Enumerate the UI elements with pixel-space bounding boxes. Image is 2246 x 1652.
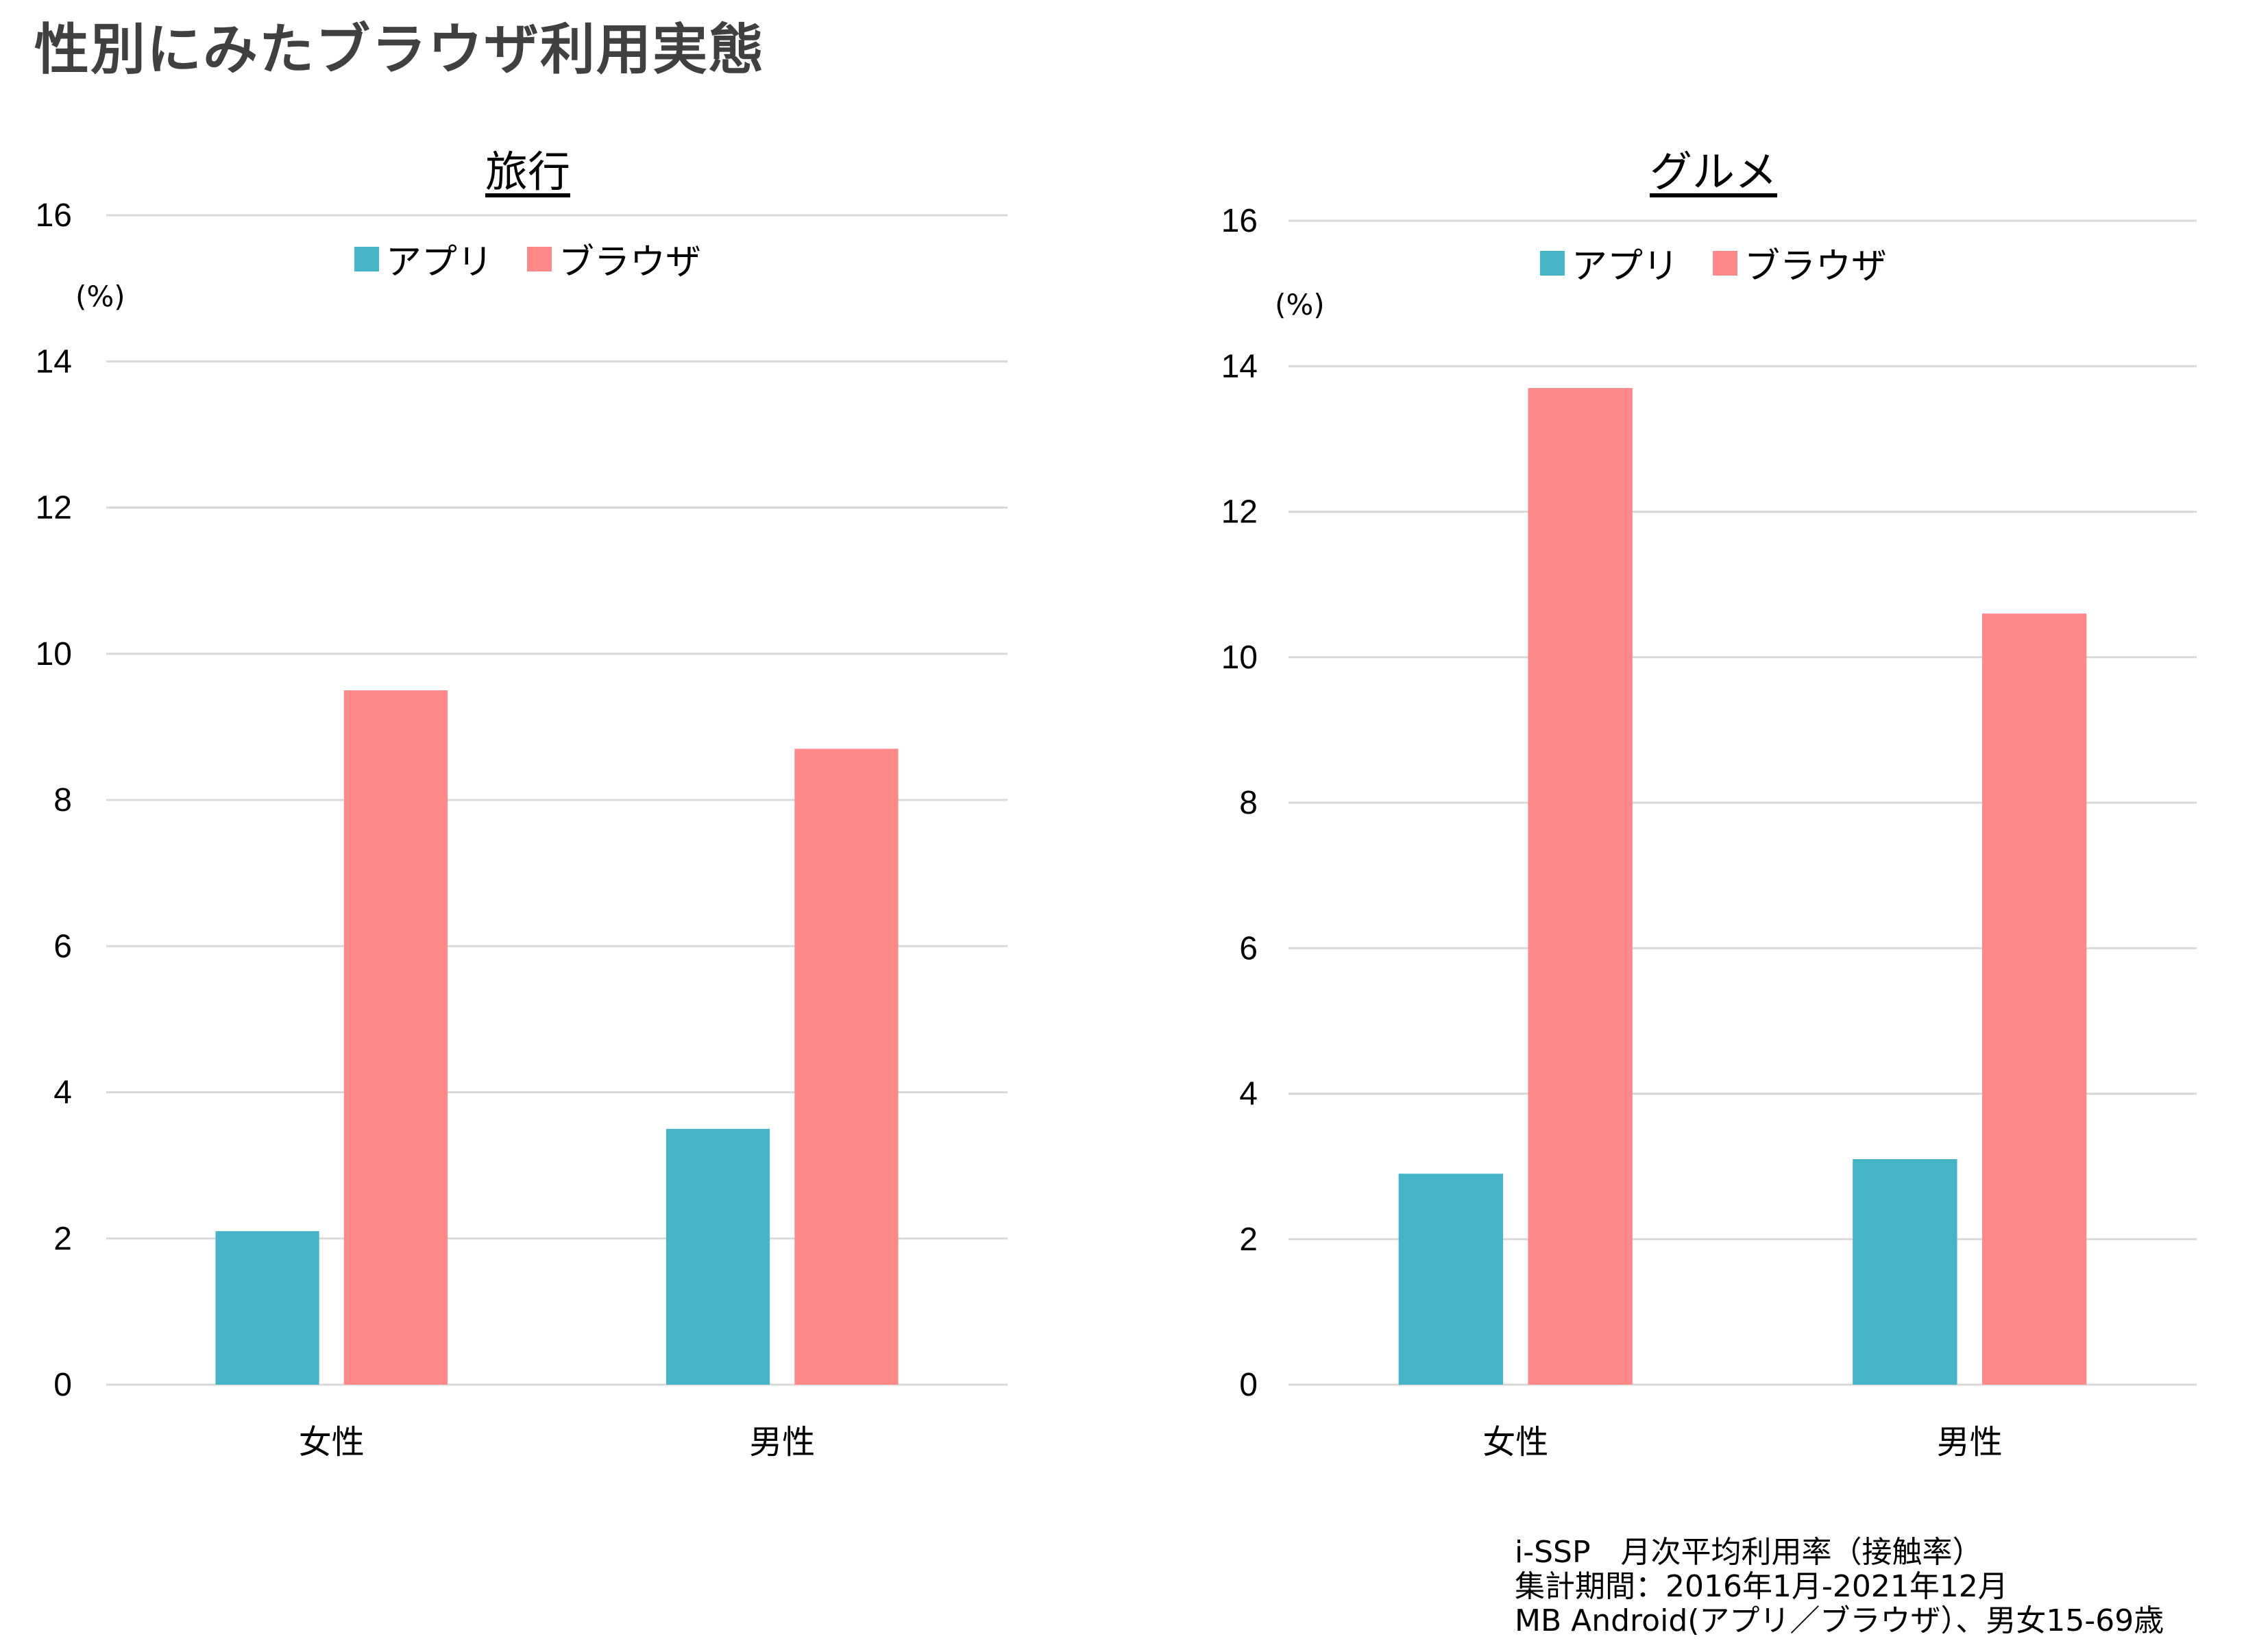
legend-item-app: アプリ	[1539, 237, 1679, 289]
legend-item-browser: ブラウザ	[527, 233, 701, 284]
legend-item-app: アプリ	[354, 233, 493, 284]
y-tick-label: 4	[1239, 1076, 1258, 1113]
y-tick-label: 0	[1239, 1367, 1258, 1403]
chart-legend: アプリ ブラウザ	[1234, 237, 2193, 289]
y-tick-label: 10	[36, 636, 72, 672]
x-category-label: 男性	[749, 1423, 815, 1461]
y-tick-label: 12	[36, 490, 72, 526]
y-axis-unit-label: (%)	[1275, 288, 1325, 321]
legend-label-browser: ブラウザ	[559, 242, 702, 283]
y-tick-label: 16	[36, 197, 72, 234]
chart-panel-gourmet: グルメ アプリ ブラウザ (%) 0 2 4 6 8 10 12 14 16 女性 男性	[1186, 123, 2214, 1467]
legend-label-app: アプリ	[1571, 246, 1679, 287]
y-tick-label: 4	[53, 1075, 72, 1111]
bar-browser-male	[794, 749, 899, 1385]
y-tick-label: 10	[1221, 640, 1258, 676]
legend-item-browser: ブラウザ	[1713, 237, 1887, 289]
legend-swatch-browser	[1713, 250, 1737, 276]
chart-title: 旅行	[485, 147, 570, 197]
y-tick-label: 2	[1239, 1222, 1258, 1258]
legend-swatch-app	[354, 246, 379, 271]
legend-swatch-app	[1539, 250, 1565, 276]
bar-browser-female	[1528, 388, 1633, 1385]
y-tick-label: 2	[53, 1221, 72, 1257]
x-category-label: 女性	[1482, 1423, 1548, 1461]
y-tick-label: 0	[53, 1367, 72, 1403]
legend-swatch-browser	[527, 246, 552, 271]
chart-legend: アプリ ブラウザ	[55, 233, 1001, 284]
bar-app-female	[215, 1231, 319, 1385]
footnote-scope: MB Android(アプリ／ブラウザ）、男女15-69歳	[1515, 1603, 2164, 1638]
y-tick-label: 6	[53, 928, 72, 964]
bar-chart-travel: 0 2 4 6 8 10 12 14 16 女性 男性	[36, 197, 1008, 1461]
chart-title: グルメ	[1649, 147, 1777, 197]
footnote-source: i-SSP 月次平均利用率（接触率）	[1515, 1535, 1983, 1570]
y-tick-label: 16	[1221, 203, 1258, 239]
footnote-period: 集計期間：2016年1月-2021年12月	[1515, 1569, 2008, 1604]
y-tick-label: 6	[1239, 930, 1258, 967]
page-title: 性別にみたブラウザ利用実態	[34, 18, 765, 82]
footnote: i-SSP 月次平均利用率（接触率） 集計期間：2016年1月-2021年12月…	[1515, 1535, 2164, 1638]
x-category-label: 男性	[1937, 1423, 2003, 1461]
bar-app-male	[1853, 1159, 1957, 1385]
y-axis-unit-label: (%)	[75, 280, 125, 313]
legend-label-app: アプリ	[385, 242, 493, 283]
y-tick-label: 12	[1221, 494, 1258, 531]
y-tick-label: 8	[1239, 785, 1258, 821]
y-tick-label: 8	[53, 782, 72, 818]
bar-app-female	[1398, 1174, 1504, 1385]
bar-browser-male	[1981, 614, 2087, 1385]
bar-app-male	[666, 1128, 770, 1385]
legend-label-browser: ブラウザ	[1744, 246, 1888, 287]
y-tick-label: 14	[36, 343, 72, 380]
bar-browser-female	[343, 690, 448, 1385]
y-tick-label: 14	[1221, 348, 1258, 385]
chart-panel-travel: 旅行 アプリ ブラウザ (%) 0 2 4 6 8 10 12 14 16 女性 男性	[0, 123, 1028, 1467]
bar-chart-gourmet: 0 2 4 6 8 10 12 14 16 女性 男性	[1221, 203, 2197, 1461]
x-category-label: 女性	[299, 1423, 365, 1461]
